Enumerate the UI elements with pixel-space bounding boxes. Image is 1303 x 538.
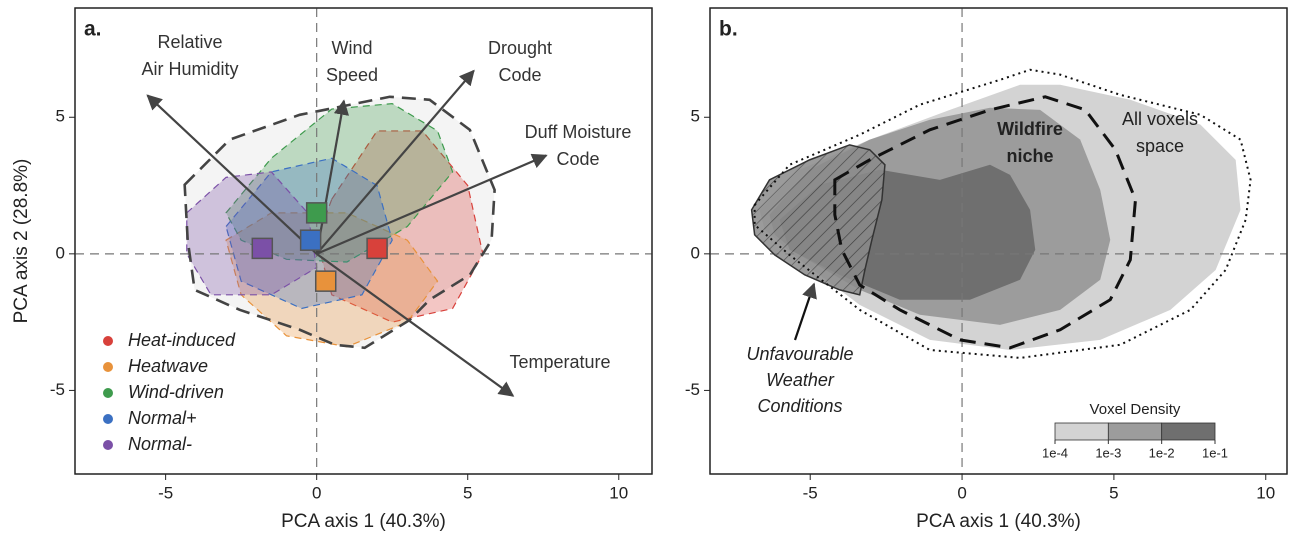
centroid xyxy=(305,202,328,224)
y-tick-label: 0 xyxy=(691,243,700,262)
colorbar-title: Voxel Density xyxy=(1090,401,1181,418)
panel-title: a. xyxy=(84,18,102,41)
legend-marker xyxy=(103,388,113,398)
centroid xyxy=(251,237,274,260)
loading-arrow xyxy=(315,69,475,255)
legend-label: Normal- xyxy=(128,434,192,454)
colorbar-band xyxy=(1107,422,1163,441)
loading-label: Duff Moisture xyxy=(525,122,632,142)
y-axis-label: PCA axis 2 (28.8%) xyxy=(11,159,32,324)
loading-arrow xyxy=(146,94,318,255)
x-tick-label: -5 xyxy=(803,483,818,502)
y-tick-label: 5 xyxy=(691,107,700,126)
loading-arrow xyxy=(315,99,350,255)
loading-label: Drought xyxy=(488,38,552,58)
loading-arrow xyxy=(316,252,515,397)
loading-label: Temperature xyxy=(509,352,610,372)
hull-label: niche xyxy=(1006,146,1053,166)
hull-label: space xyxy=(1136,136,1184,156)
annotation-arrow xyxy=(793,282,817,341)
legend-marker xyxy=(103,336,113,346)
loading-label: Air Humidity xyxy=(141,59,238,79)
centroid xyxy=(299,229,322,251)
y-tick-label: 0 xyxy=(56,243,65,262)
loading-arrow xyxy=(316,153,548,255)
x-tick-label: 0 xyxy=(312,483,321,502)
annotation: Conditions xyxy=(757,396,842,416)
x-axis-label: PCA axis 1 (40.3%) xyxy=(281,511,446,532)
loading-label: Speed xyxy=(326,65,378,85)
loading-label: Code xyxy=(498,65,541,85)
legend-label: Heat-induced xyxy=(128,330,236,350)
loading-label: Wind xyxy=(331,38,372,58)
x-axis-label: PCA axis 1 (40.3%) xyxy=(916,511,1081,532)
legend-marker xyxy=(103,414,113,424)
legend-label: Wind-driven xyxy=(128,382,224,402)
legend-marker xyxy=(103,440,113,450)
x-tick-label: 0 xyxy=(957,483,966,502)
colorbar-tick-label: 1e-4 xyxy=(1042,445,1068,460)
hull-label: Wildfire xyxy=(997,119,1063,139)
group-hull xyxy=(316,130,484,323)
y-tick-label: -5 xyxy=(50,380,65,399)
legend-label: Normal+ xyxy=(128,408,197,428)
centroid xyxy=(314,270,337,292)
y-tick-label: -5 xyxy=(685,380,700,399)
colorbar-tick-label: 1e-3 xyxy=(1095,445,1121,460)
colorbar-band xyxy=(1161,422,1216,441)
annotation: Unfavourable xyxy=(746,344,853,364)
colorbar-tick-label: 1e-2 xyxy=(1149,445,1175,460)
x-tick-label: 10 xyxy=(1256,483,1275,502)
x-tick-label: 10 xyxy=(609,483,628,502)
plot-border xyxy=(74,7,653,475)
loading-label: Relative xyxy=(157,32,222,52)
colorbar-band xyxy=(1054,422,1109,441)
hull-label: All voxels xyxy=(1122,109,1198,129)
unfavourable-region xyxy=(750,144,886,296)
plot-border xyxy=(709,7,1288,475)
legend-marker xyxy=(103,362,113,372)
hull xyxy=(833,95,1137,350)
niche-fill xyxy=(184,96,495,348)
x-tick-label: 5 xyxy=(463,483,472,502)
colorbar-tick-label: 1e-1 xyxy=(1202,445,1228,460)
x-tick-label: -5 xyxy=(158,483,173,502)
centroid xyxy=(366,237,388,260)
panel-title: b. xyxy=(719,18,738,41)
y-tick-label: 5 xyxy=(56,107,65,126)
annotation: Weather xyxy=(766,370,835,390)
x-tick-label: 5 xyxy=(1109,483,1118,502)
legend-label: Heatwave xyxy=(128,356,208,376)
hull xyxy=(753,68,1252,359)
loading-label: Code xyxy=(556,149,599,169)
